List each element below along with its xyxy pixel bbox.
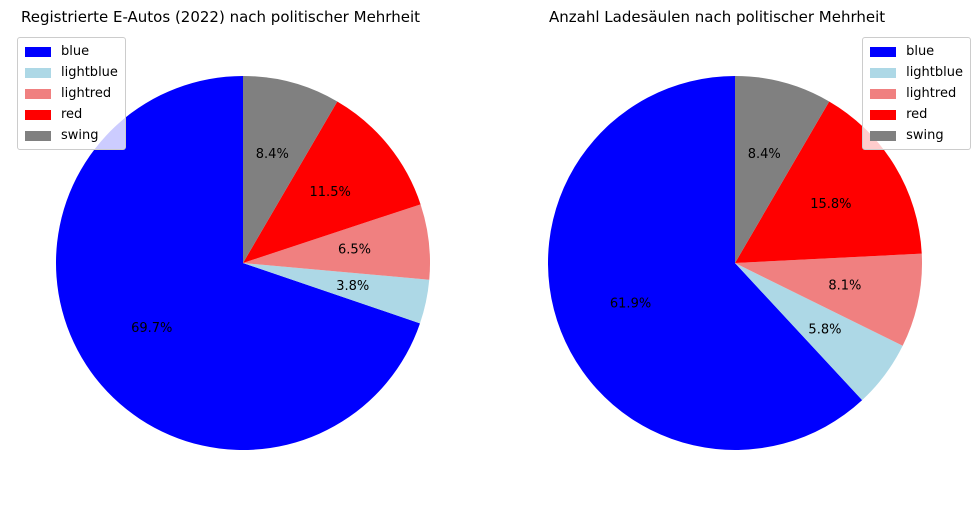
pie-slice-lightred [243, 204, 430, 280]
legend-item-red: red [25, 104, 118, 125]
legend-item-red: red [870, 104, 963, 125]
legend-item-lightred: lightred [870, 83, 963, 104]
legend-item-lightblue: lightblue [25, 62, 118, 83]
legend-label: swing [906, 128, 944, 143]
legend-label: lightred [906, 86, 957, 101]
chart-title: Registrierte E-Autos (2022) nach politis… [21, 8, 420, 26]
legend-item-swing: swing [25, 125, 118, 146]
slice-label-red: 15.8% [810, 197, 851, 212]
legend-swatch [870, 130, 897, 141]
slice-label-swing: 8.4% [256, 147, 289, 162]
slice-label-blue: 61.9% [610, 296, 651, 311]
pie-slice-swing [243, 76, 338, 263]
pie-slice-red [243, 101, 421, 263]
legend-label: lightblue [61, 65, 118, 80]
legend-item-blue: blue [870, 41, 963, 62]
legend-item-blue: blue [25, 41, 118, 62]
slice-label-lightblue: 5.8% [808, 323, 841, 338]
pie-slice-lightblue [243, 263, 430, 324]
legend-swatch [25, 67, 51, 78]
legend-swatch [25, 130, 51, 141]
slice-label-lightred: 6.5% [338, 243, 371, 258]
legend-swatch [25, 88, 51, 99]
pie-slice-lightblue [735, 263, 903, 401]
slice-label-lightblue: 3.8% [336, 279, 369, 294]
legend: blue lightblue lightred red swing [862, 37, 971, 150]
slice-label-swing: 8.4% [748, 147, 781, 162]
legend-label: blue [906, 44, 935, 59]
legend-item-lightred: lightred [25, 83, 118, 104]
chart-ladesaeulen: 61.9% 5.8% 8.1% 15.8% 8.4% Anzahl Ladesäulen… [489, 0, 978, 506]
slice-label-red: 11.5% [310, 185, 351, 200]
legend-label: red [61, 107, 83, 122]
pie-slice-lightred [735, 253, 922, 346]
legend-swatch [870, 46, 897, 57]
slice-label-blue: 69.7% [131, 321, 172, 336]
pie-ladesaeulen: 61.9% 5.8% 8.1% 15.8% 8.4% [548, 76, 922, 451]
legend-swatch [870, 67, 897, 78]
legend-label: swing [61, 128, 99, 143]
pie-slice-swing [735, 76, 830, 263]
chart-title: Anzahl Ladesäulen nach politischer Mehrh… [549, 8, 886, 26]
pie-e-autos: 69.7% 3.8% 6.5% 11.5% 8.4% [55, 76, 430, 451]
chart-e-autos: 69.7% 3.8% 6.5% 11.5% 8.4% Registrierte E-Au… [17, 8, 430, 451]
slice-label-lightred: 8.1% [828, 278, 861, 293]
legend-label: blue [61, 44, 90, 59]
legend-item-lightblue: lightblue [870, 62, 963, 83]
legend-swatch [870, 109, 897, 120]
legend: blue lightblue lightred red swing [17, 37, 126, 150]
legend-label: lightblue [906, 65, 963, 80]
legend-label: red [906, 107, 928, 122]
legend-swatch [25, 46, 51, 57]
legend-swatch [25, 109, 51, 120]
legend-label: lightred [61, 86, 112, 101]
pie-slice-blue [548, 76, 863, 451]
legend-item-swing: swing [870, 125, 963, 146]
pie-slice-blue [55, 76, 420, 451]
legend-swatch [870, 88, 897, 99]
